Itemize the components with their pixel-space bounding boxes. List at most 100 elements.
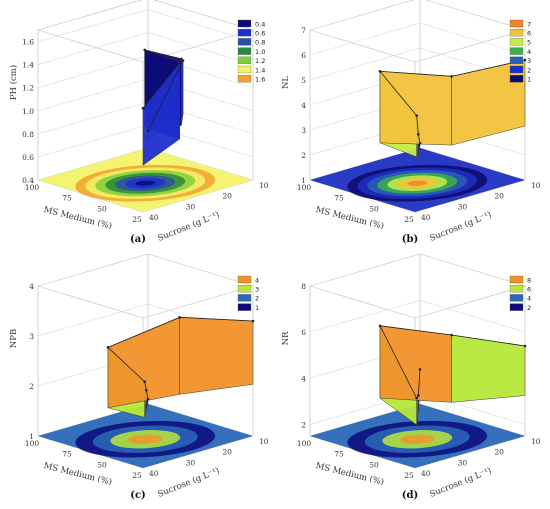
surface-facet <box>379 325 452 403</box>
legend-swatch <box>509 65 524 74</box>
floor-contour <box>310 404 525 468</box>
surface-facet <box>379 71 452 146</box>
legend-label: 7 <box>527 20 531 28</box>
legend-swatch <box>509 285 524 293</box>
panel-label: (b) <box>402 234 418 245</box>
legend-label: 1.2 <box>255 57 265 65</box>
legend-label: 3 <box>255 286 259 294</box>
legend-swatch <box>509 275 524 284</box>
data-point <box>415 396 418 400</box>
data-point <box>523 58 527 62</box>
legend-swatch <box>237 47 252 55</box>
surface-ridge <box>107 316 254 400</box>
surface <box>378 58 527 158</box>
floor-contour <box>38 404 253 468</box>
x-tick-label: 25 <box>404 215 414 224</box>
z-tick-label: 1.4 <box>22 61 34 70</box>
y-tick-label: 10 <box>259 181 269 190</box>
z-tick-label: 0.4 <box>22 176 34 185</box>
x-tick-label: 75 <box>334 450 344 459</box>
data-point <box>146 129 150 132</box>
legend-swatch <box>237 56 252 64</box>
legend-label: 1.0 <box>255 48 265 56</box>
x-tick-label: 75 <box>334 194 344 203</box>
x-tick-label: 100 <box>25 439 40 448</box>
data-point <box>417 394 420 397</box>
contour-band <box>399 434 435 444</box>
z-axis: 2 4 6 8 NR <box>281 282 306 429</box>
data-point <box>450 333 453 337</box>
z-tick-label: 3 <box>29 332 34 341</box>
legend: 8 642 <box>509 275 531 312</box>
z-axis-label: PH (cm) <box>8 65 19 100</box>
data-point <box>418 368 422 371</box>
y-axis-label: Sucrose (g L⁻¹) <box>156 465 221 500</box>
y-tick-label: 10 <box>259 437 269 446</box>
surface <box>106 316 255 418</box>
z-axis-label: NPB <box>9 329 19 348</box>
y-tick-label: 40 <box>149 469 159 478</box>
data-point <box>415 114 418 117</box>
contour-band <box>135 180 156 186</box>
legend-label: 8 <box>527 276 531 284</box>
grid-line <box>309 253 526 287</box>
legend-label: 2 <box>255 295 259 303</box>
grid-line <box>309 0 526 31</box>
data-point <box>178 61 181 65</box>
legend-label: 3 <box>527 57 531 65</box>
z-tick-label: 0.6 <box>22 153 34 162</box>
legend-swatch <box>237 294 252 302</box>
box-edge <box>425 0 526 31</box>
x-tick-label: 100 <box>25 183 40 192</box>
legend-label: 4 <box>527 295 531 303</box>
z-tick-label: 8 <box>301 282 306 291</box>
x-tick-label: 100 <box>297 183 312 192</box>
legend-swatch <box>509 47 524 55</box>
surface-facet <box>179 317 254 395</box>
legend-swatch <box>237 38 252 46</box>
z-tick-label: 4 <box>301 101 306 110</box>
legend-swatch <box>237 303 252 311</box>
legend-swatch <box>237 29 252 37</box>
y-tick-label: 10 <box>531 181 541 190</box>
data-point <box>180 57 183 61</box>
x-tick-label: 50 <box>97 204 107 213</box>
legend-label: 2 <box>527 66 531 74</box>
box-edge <box>37 0 143 31</box>
panel-label: (a) <box>130 234 146 245</box>
y-tick-label: 20 <box>494 448 504 457</box>
legend-swatch <box>237 275 252 284</box>
surface-ridge <box>379 325 526 400</box>
legend: 0.4 0.60.81.01.21.4 1.6 <box>237 19 265 84</box>
legend-label: 0.6 <box>255 30 265 38</box>
surface <box>141 48 185 166</box>
z-tick-label: 5 <box>301 76 306 85</box>
legend-swatch <box>509 303 524 311</box>
data-point <box>523 344 527 348</box>
surface-ridge <box>379 59 526 144</box>
x-tick-label: 25 <box>132 471 142 480</box>
z-tick-label: 1 <box>301 176 306 185</box>
floor-contour <box>38 148 253 212</box>
surface-ridge <box>142 49 184 131</box>
x-tick-label: 75 <box>62 194 72 203</box>
legend-swatch <box>237 65 252 74</box>
chart-panel-1: 0.40.60.81.01.21.41.6PH (cm)100755025MS … <box>8 0 269 245</box>
x-tick-label: 50 <box>369 460 379 469</box>
legend-swatch <box>509 56 524 64</box>
grid-line <box>37 9 254 42</box>
z-tick-label: 1.2 <box>22 84 34 93</box>
box-edge <box>153 0 254 31</box>
data-point <box>378 70 382 73</box>
legend-label: 1.4 <box>255 66 265 74</box>
grid-line <box>309 299 526 333</box>
data-point <box>145 389 148 392</box>
box-edge <box>414 285 526 319</box>
box-edge <box>309 29 416 63</box>
y-tick-label: 40 <box>421 469 431 478</box>
legend-swatch <box>237 19 252 28</box>
legend-swatch <box>237 285 252 293</box>
x-tick-label: 100 <box>297 439 312 448</box>
